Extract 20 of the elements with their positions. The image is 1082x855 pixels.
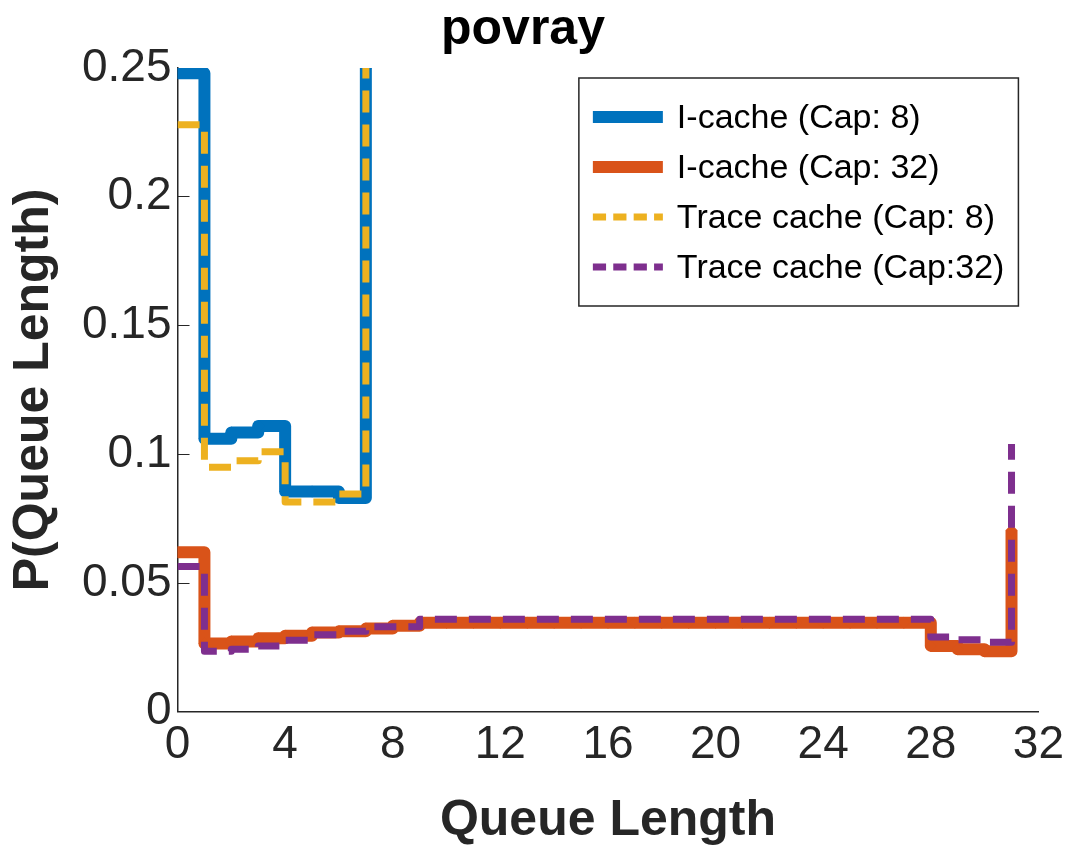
legend-label: Trace cache (Cap:32) (676, 247, 1005, 286)
y-tick-label: 0.25 (82, 38, 172, 91)
x-tick-label: 28 (905, 716, 957, 769)
y-tick-label: 0.15 (82, 296, 172, 349)
y-tick-label: 0.1 (107, 424, 172, 477)
x-tick-label: 8 (379, 716, 406, 769)
y-axis-title: P(Queue Length) (2, 188, 59, 592)
legend-label: I-cache (Cap: 32) (676, 147, 940, 186)
x-tick-label: 20 (690, 716, 742, 769)
x-tick-label: 12 (474, 716, 526, 769)
legend-label: Trace cache (Cap: 8) (676, 197, 995, 236)
y-tick-label: 0.2 (107, 167, 172, 220)
y-tick-label: 0.05 (82, 553, 172, 606)
x-tick-label: 16 (582, 716, 634, 769)
x-axis-title: Queue Length (439, 789, 777, 846)
chart-title: povray (441, 0, 606, 55)
x-tick-label: 32 (1012, 716, 1064, 769)
legend-label: I-cache (Cap: 8) (676, 97, 921, 136)
x-tick-label: 4 (272, 716, 298, 769)
x-tick-label: 24 (797, 716, 849, 769)
